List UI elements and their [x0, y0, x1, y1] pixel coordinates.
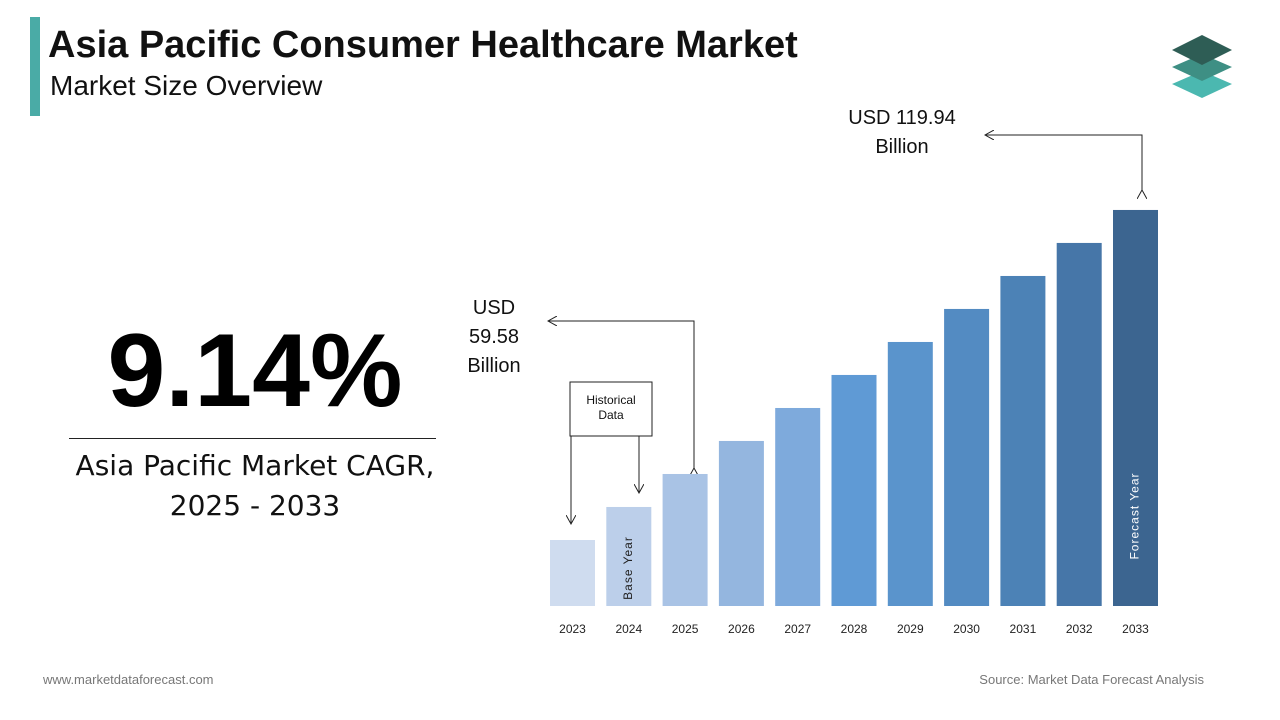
- x-tick-label: 2025: [672, 622, 699, 636]
- title-accent: [30, 17, 40, 116]
- bar: [718, 440, 764, 606]
- x-tick-label: 2033: [1122, 622, 1149, 636]
- historical-label: Historical Data: [586, 393, 636, 422]
- bar: [775, 407, 821, 606]
- bar: [1056, 242, 1102, 606]
- arrow: [548, 321, 694, 468]
- x-tick-label: 2030: [953, 622, 980, 636]
- bar-annotation: Forecast Year: [1128, 472, 1142, 559]
- bar: [1113, 209, 1158, 606]
- bar: [662, 473, 708, 606]
- bar: [550, 539, 595, 606]
- bar: [1000, 275, 1046, 606]
- x-tick-label: 2023: [559, 622, 586, 636]
- logo: [1172, 35, 1232, 98]
- divider: [69, 438, 436, 439]
- bar: [944, 308, 990, 606]
- bar-annotation: Base Year: [621, 536, 635, 600]
- bar: [606, 506, 652, 606]
- value-label: USD 59.58 Billion: [467, 297, 521, 377]
- title: Asia Pacific Consumer Healthcare Market: [48, 24, 798, 66]
- bar: [831, 374, 877, 606]
- bar: [887, 341, 933, 606]
- historical-box: [569, 381, 653, 437]
- x-tick-label: 2029: [897, 622, 924, 636]
- x-tick-label: 2026: [728, 622, 755, 636]
- x-tick-label: 2024: [615, 622, 642, 636]
- x-tick-label: 2031: [1010, 622, 1037, 636]
- x-tick-label: 2032: [1066, 622, 1093, 636]
- source: Source: Market Data Forecast Analysis: [979, 672, 1204, 687]
- arrow: [985, 135, 1142, 190]
- subtitle: Market Size Overview: [50, 70, 323, 101]
- cagr-label-line: Asia Pacific Market CAGR,: [75, 449, 435, 482]
- value-label: USD 119.94 Billion: [848, 107, 956, 158]
- footer-url: www.marketdataforecast.com: [43, 672, 214, 687]
- x-tick-label: 2027: [784, 622, 811, 636]
- x-tick-label: 2028: [841, 622, 868, 636]
- cagr-label-line: 2025 - 2033: [169, 489, 341, 522]
- cagr-label: Asia Pacific Market CAGR, 2025 - 2033: [60, 446, 450, 526]
- cagr-value: 9.14%: [107, 313, 403, 429]
